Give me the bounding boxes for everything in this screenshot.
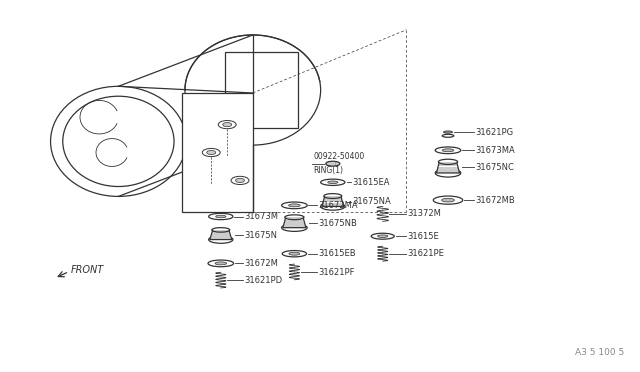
Polygon shape xyxy=(210,230,232,240)
Text: FRONT: FRONT xyxy=(70,265,104,275)
Ellipse shape xyxy=(285,215,304,219)
Text: 31621PF: 31621PF xyxy=(318,268,355,277)
Ellipse shape xyxy=(282,224,307,231)
Ellipse shape xyxy=(289,252,300,255)
Ellipse shape xyxy=(435,169,461,177)
Ellipse shape xyxy=(208,260,234,267)
Ellipse shape xyxy=(282,202,307,209)
Text: 31672MA: 31672MA xyxy=(318,201,358,210)
Text: 31675NA: 31675NA xyxy=(352,197,391,206)
Text: RING(1): RING(1) xyxy=(314,166,344,174)
Polygon shape xyxy=(283,217,306,228)
Text: 31672MB: 31672MB xyxy=(475,196,515,205)
Ellipse shape xyxy=(328,181,338,183)
Text: 31621PE: 31621PE xyxy=(408,249,445,258)
Text: A3 5 100 5: A3 5 100 5 xyxy=(575,348,624,357)
Ellipse shape xyxy=(231,176,249,185)
Ellipse shape xyxy=(207,150,216,155)
Ellipse shape xyxy=(442,149,454,152)
Ellipse shape xyxy=(63,96,174,186)
Text: 31372M: 31372M xyxy=(408,209,442,218)
Ellipse shape xyxy=(324,193,342,198)
Ellipse shape xyxy=(212,228,230,232)
Ellipse shape xyxy=(236,178,244,182)
Text: 31621PG: 31621PG xyxy=(475,128,513,137)
Ellipse shape xyxy=(216,215,226,218)
Ellipse shape xyxy=(442,198,454,202)
Polygon shape xyxy=(436,162,460,173)
Text: 31672M: 31672M xyxy=(244,259,278,268)
Text: 31675NB: 31675NB xyxy=(318,219,357,228)
Ellipse shape xyxy=(215,262,227,265)
Text: 31675N: 31675N xyxy=(244,231,278,240)
Ellipse shape xyxy=(438,159,458,164)
Ellipse shape xyxy=(202,148,220,157)
Ellipse shape xyxy=(185,35,321,145)
Ellipse shape xyxy=(442,134,454,137)
Ellipse shape xyxy=(209,214,233,219)
Ellipse shape xyxy=(321,179,345,185)
Polygon shape xyxy=(182,93,253,212)
Text: 31621PD: 31621PD xyxy=(244,276,283,285)
Ellipse shape xyxy=(433,196,463,204)
Ellipse shape xyxy=(371,233,394,239)
Text: 31673MA: 31673MA xyxy=(475,146,515,155)
Text: 31615EB: 31615EB xyxy=(318,249,356,258)
Ellipse shape xyxy=(444,131,452,133)
Text: 00922-50400: 00922-50400 xyxy=(314,152,365,161)
Ellipse shape xyxy=(435,147,461,154)
Ellipse shape xyxy=(321,203,345,210)
Ellipse shape xyxy=(51,86,186,196)
Text: 31675NC: 31675NC xyxy=(475,163,514,172)
Text: 31615E: 31615E xyxy=(408,232,440,241)
Ellipse shape xyxy=(326,161,340,166)
Ellipse shape xyxy=(378,235,388,237)
Ellipse shape xyxy=(223,122,232,126)
Ellipse shape xyxy=(282,251,307,257)
Ellipse shape xyxy=(209,236,233,243)
Text: 31673M: 31673M xyxy=(244,212,278,221)
Text: 31615EA: 31615EA xyxy=(352,178,390,187)
Ellipse shape xyxy=(218,121,236,129)
Polygon shape xyxy=(225,52,298,128)
Polygon shape xyxy=(322,196,344,206)
Ellipse shape xyxy=(289,204,300,207)
